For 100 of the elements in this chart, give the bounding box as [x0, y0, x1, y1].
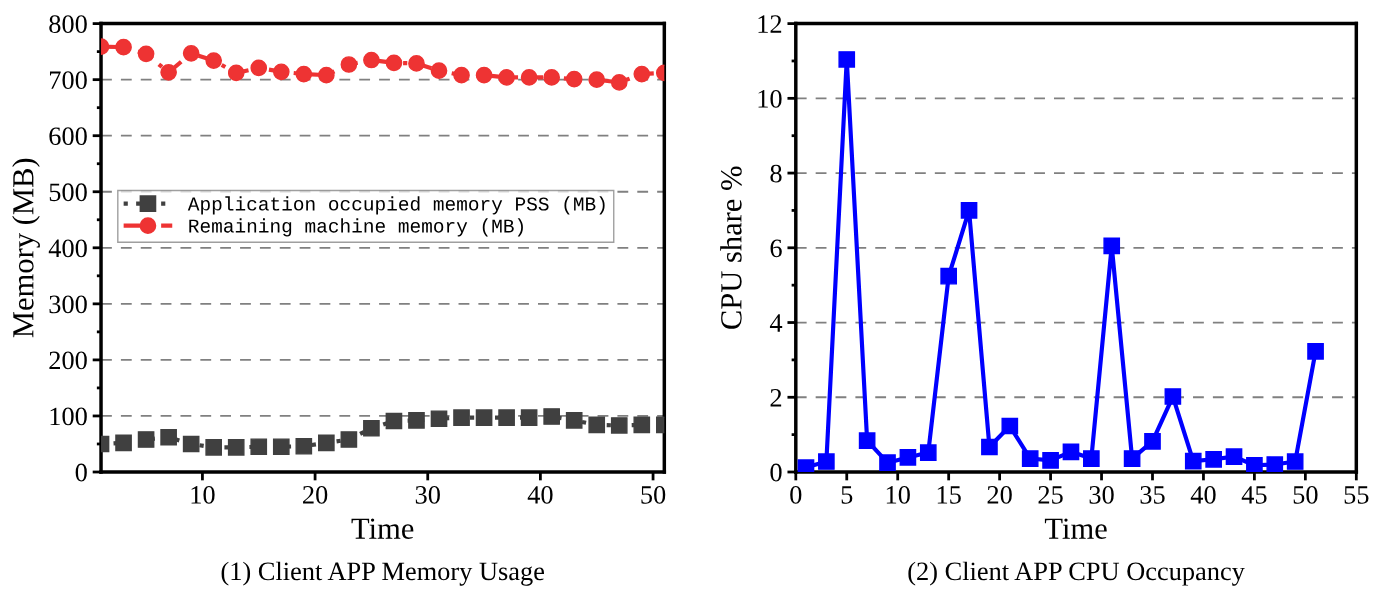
y-tick-label: 100 — [50, 407, 87, 426]
y-tick-label: 0 — [770, 463, 782, 482]
y-tick-label: 6 — [770, 239, 782, 258]
point — [182, 435, 200, 453]
point — [115, 38, 132, 56]
point — [1123, 450, 1141, 467]
point — [1307, 342, 1324, 360]
point — [318, 66, 335, 84]
point — [1164, 388, 1182, 405]
point — [340, 431, 358, 448]
point — [1021, 450, 1039, 467]
point — [610, 74, 628, 91]
point — [1083, 450, 1100, 467]
x-tick-label: 10 — [886, 485, 910, 504]
point — [272, 63, 290, 81]
point — [160, 428, 177, 446]
point — [960, 202, 978, 219]
point — [633, 416, 651, 434]
point — [227, 64, 245, 82]
point — [498, 409, 515, 426]
point — [520, 69, 538, 86]
point — [250, 438, 268, 456]
point — [1286, 453, 1304, 470]
x-axis-title: Time — [351, 518, 414, 539]
point — [981, 438, 998, 456]
x-tick-label: 45 — [1241, 486, 1267, 504]
x-tick-label: 0 — [790, 485, 802, 504]
point — [408, 55, 425, 72]
point — [430, 410, 448, 428]
x-axis-title: Time — [1044, 518, 1107, 539]
point — [340, 56, 358, 73]
point — [272, 438, 290, 456]
point — [453, 66, 470, 84]
point — [137, 45, 155, 63]
y-axis-title: CPU share % — [720, 166, 742, 329]
x-tick-label: 20 — [987, 485, 1012, 504]
point — [940, 267, 958, 285]
y-tick-label: 500 — [49, 183, 87, 202]
x-tick-label: 25 — [1038, 486, 1063, 504]
y-tick-label: 600 — [49, 127, 87, 146]
point — [160, 64, 177, 81]
y-tick-label: 400 — [48, 239, 87, 258]
point — [363, 419, 380, 437]
x-tick-label: 15 — [937, 486, 961, 504]
point — [818, 453, 835, 470]
x-tick-label: 40 — [1190, 485, 1216, 504]
point — [879, 454, 896, 471]
y-tick-label: 300 — [49, 295, 87, 314]
point — [1001, 417, 1019, 435]
point — [498, 69, 515, 86]
point — [363, 51, 380, 69]
point — [1205, 450, 1222, 468]
legend-label: Remaining machine memory (MB) — [189, 218, 523, 237]
point — [430, 62, 448, 80]
point — [475, 409, 493, 426]
point — [318, 434, 335, 452]
point — [838, 51, 856, 68]
point — [1103, 237, 1121, 255]
point — [565, 70, 583, 88]
point — [899, 449, 917, 466]
x-tick-label: 10 — [191, 485, 215, 504]
point — [295, 437, 313, 455]
point — [588, 71, 606, 88]
point — [182, 44, 200, 62]
point — [205, 52, 223, 69]
point — [543, 69, 560, 86]
point — [633, 65, 651, 83]
x-tick-label: 35 — [1140, 486, 1165, 504]
point — [385, 412, 403, 430]
point — [1266, 456, 1284, 472]
point — [453, 409, 470, 426]
x-tick-label: 50 — [1293, 485, 1318, 504]
point — [588, 416, 606, 434]
text: (1) Client APP Memory Usage — [221, 561, 544, 586]
text: (2) Client APP CPU Occupancy — [908, 561, 1245, 586]
x-tick-label: 55 — [1344, 486, 1369, 504]
point — [408, 412, 425, 429]
y-tick-label: 0 — [75, 463, 87, 482]
point — [475, 66, 493, 84]
point — [543, 408, 560, 425]
point — [919, 444, 937, 461]
y-tick-label: 10 — [758, 89, 782, 108]
y-tick-label: 700 — [49, 71, 87, 90]
point — [1184, 452, 1202, 470]
x-tick-label: 20 — [303, 485, 328, 504]
point — [385, 54, 403, 72]
x-tick-label: 50 — [641, 485, 666, 504]
point — [295, 65, 313, 83]
y-tick-label: 12 — [758, 15, 782, 33]
point — [227, 439, 245, 456]
point — [1144, 433, 1161, 450]
y-tick-label: 8 — [770, 164, 782, 183]
point — [1042, 452, 1059, 469]
y-axis-title: Memory (MB) — [12, 158, 40, 338]
point — [1225, 448, 1243, 466]
point — [858, 432, 876, 449]
point — [115, 434, 132, 452]
y-tick-label: 200 — [49, 351, 87, 370]
x-tick-label: 30 — [1089, 485, 1114, 504]
x-tick-label: 30 — [415, 485, 440, 504]
